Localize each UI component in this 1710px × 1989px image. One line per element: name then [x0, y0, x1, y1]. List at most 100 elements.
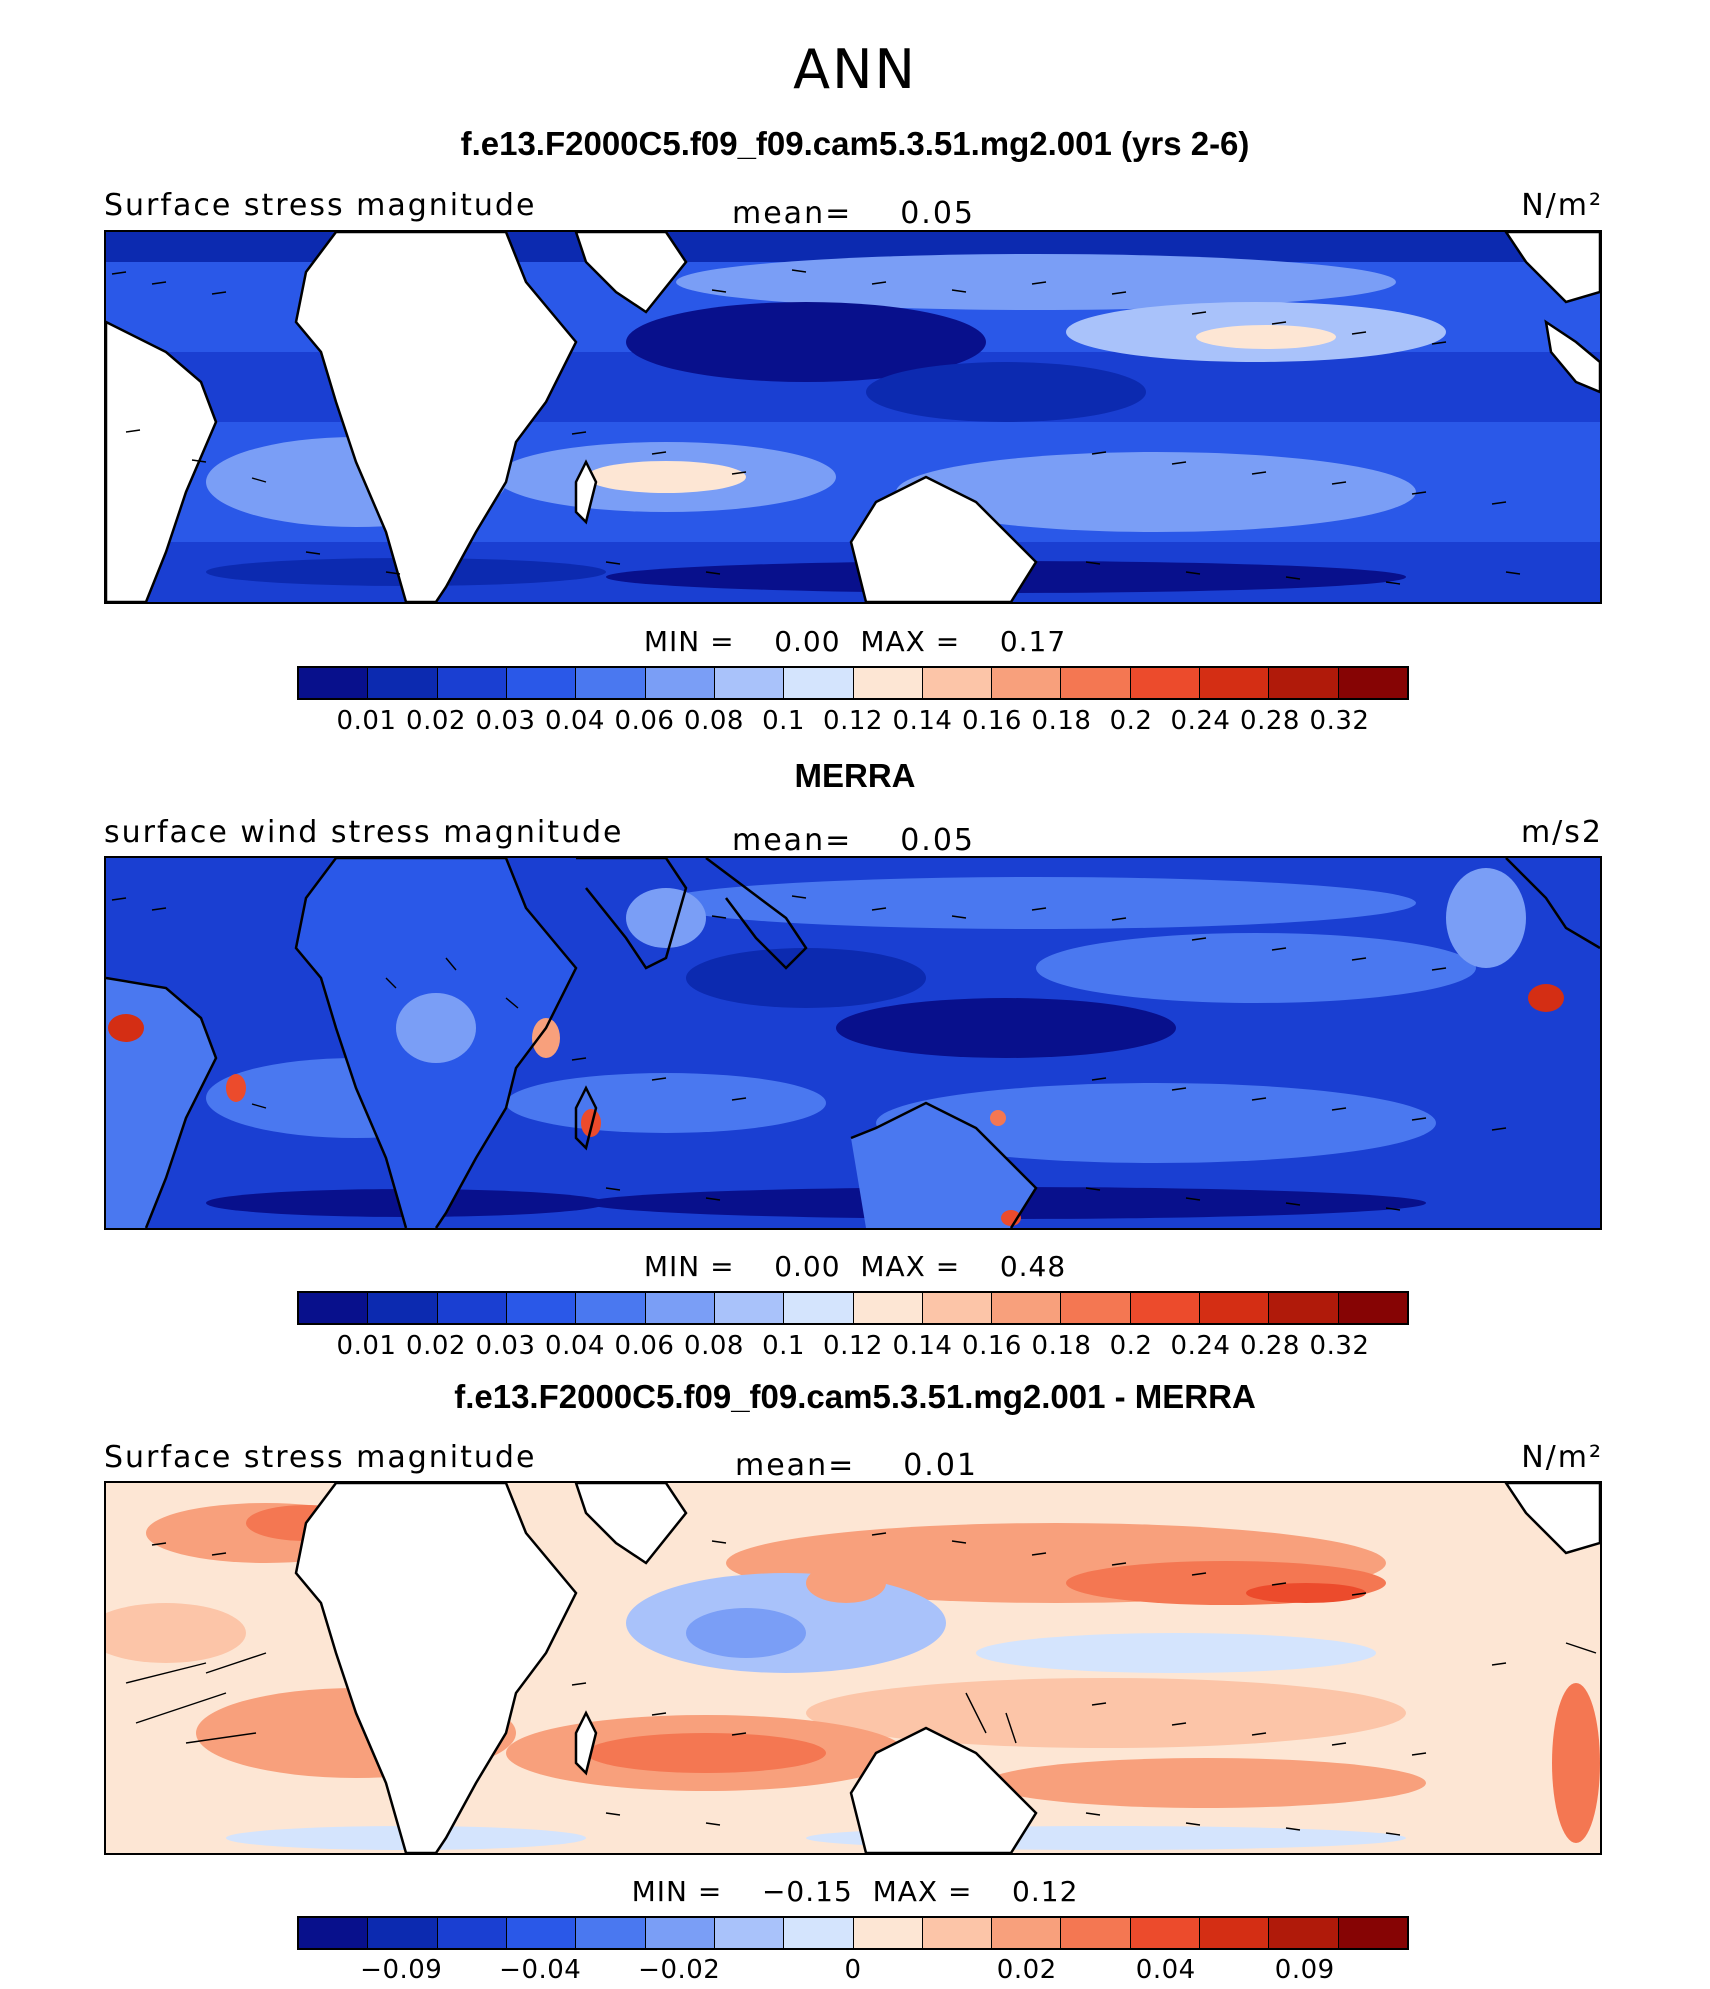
panel-1-mean: mean= 0.05 — [732, 196, 975, 231]
colorbar-swatch — [437, 1918, 507, 1948]
panel-3-max-label: MAX = — [872, 1875, 973, 1908]
colorbar-tick-label: −0.02 — [638, 1955, 721, 1985]
colorbar-swatch — [437, 668, 507, 698]
colorbar-swatch — [1338, 1918, 1407, 1948]
panel-2-colorbar-ticks: 0.01 0.02 0.03 0.04 0.06 0.08 0.1 0.12 0.14 0.16 0… — [297, 1331, 1409, 1365]
colorbar-tick-label: 0.04 — [545, 1331, 605, 1361]
colorbar-tick-label: 0.18 — [1031, 706, 1092, 736]
colorbar-swatch — [1338, 668, 1407, 698]
colorbar-tick-label: 0.02 — [406, 706, 466, 736]
colorbar-swatch — [506, 668, 577, 698]
panel-1-wind-vectors — [111, 269, 1521, 585]
panel-2-mean-value: 0.05 — [900, 823, 976, 858]
panel-3-map — [104, 1481, 1602, 1855]
colorbar-swatch — [299, 1293, 369, 1323]
colorbar-swatch — [714, 1293, 785, 1323]
panel-2-min-max: MIN = 0.00 MAX = 0.48 — [0, 1250, 1710, 1283]
panel-2-title: MERRA — [794, 757, 916, 794]
panel-3-mean-value: 0.01 — [903, 1448, 979, 1483]
colorbar-tick-label: −0.04 — [499, 1955, 582, 1985]
colorbar-swatch — [1061, 1918, 1131, 1948]
panel-3-map-svg — [106, 1483, 1600, 1853]
colorbar-swatch — [992, 1918, 1062, 1948]
colorbar-tick-label: 0.01 — [336, 706, 397, 736]
colorbar-tick-label: 0 — [844, 1955, 862, 1985]
colorbar-tick-label: −0.09 — [360, 1955, 443, 1985]
colorbar-tick-label: 0.14 — [892, 1331, 953, 1361]
colorbar-swatch — [576, 668, 646, 698]
panel-2-field — [106, 858, 1564, 1228]
panel-2-mean: mean= 0.05 — [732, 823, 975, 858]
colorbar-tick-label: 0.02 — [996, 1955, 1057, 1985]
colorbar-swatch — [368, 1293, 438, 1323]
panel-2-max-value: 0.48 — [999, 1250, 1067, 1283]
colorbar-tick-label: 0.28 — [1240, 1331, 1300, 1361]
colorbar-tick-label: 0.09 — [1274, 1955, 1335, 1985]
colorbar-tick-label: 0.28 — [1240, 706, 1300, 736]
colorbar-swatch — [784, 668, 854, 698]
panel-2-min-value: 0.00 — [774, 1250, 841, 1283]
colorbar-swatch — [299, 668, 369, 698]
colorbar-tick-label: 0.2 — [1109, 706, 1153, 736]
colorbar-tick-label: 0.32 — [1309, 1331, 1370, 1361]
panel-3-min-max: MIN = −0.15 MAX = 0.12 — [0, 1875, 1710, 1908]
colorbar-swatch — [645, 1918, 715, 1948]
colorbar-swatch — [368, 668, 438, 698]
panel-2-wind-vectors — [111, 895, 1507, 1211]
panel-3-units: N/m² — [1521, 1440, 1603, 1475]
colorbar-tick-label: 0.06 — [614, 706, 675, 736]
colorbar-swatch — [922, 668, 993, 698]
figure-title: ANN — [793, 38, 917, 101]
panel-2-max-label: MAX = — [860, 1250, 961, 1283]
colorbar-swatch — [992, 1293, 1062, 1323]
colorbar-swatch — [1269, 1918, 1339, 1948]
colorbar-swatch — [645, 1293, 715, 1323]
colorbar-swatch — [506, 1918, 577, 1948]
panel-1-mean-label: mean= — [732, 196, 853, 231]
panel-3-colorbar-ticks: −0.09 −0.04 −0.02 0 0.02 0.04 0.09 — [297, 1955, 1409, 1989]
colorbar-tick-label: 0.24 — [1170, 1331, 1231, 1361]
colorbar-tick-label: 0.14 — [892, 706, 953, 736]
panel-3-colorbar — [297, 1916, 1409, 1950]
colorbar-tick-label: 0.32 — [1309, 706, 1370, 736]
panel-3-title: f.e13.F2000C5.f09_f09.cam5.3.51.mg2.001 … — [454, 1378, 1256, 1415]
colorbar-swatch — [784, 1293, 854, 1323]
colorbar-tick-label: 0.03 — [475, 706, 536, 736]
colorbar-tick-label: 0.1 — [762, 1331, 805, 1361]
panel-3-mean-label: mean= — [735, 1448, 856, 1483]
colorbar-swatch — [437, 1293, 507, 1323]
colorbar-tick-label: 0.18 — [1031, 1331, 1092, 1361]
panel-3-min-label: MIN = — [631, 1875, 723, 1908]
panel-2-coastlines — [106, 858, 1600, 1228]
colorbar-tick-label: 0.1 — [762, 706, 805, 736]
panel-1-mean-value: 0.05 — [900, 196, 976, 231]
panel-1-colorbar — [297, 666, 1409, 700]
panel-1-max-value: 0.17 — [999, 625, 1067, 658]
colorbar-swatch — [1200, 668, 1270, 698]
panel-1-colorbar-ticks: 0.01 0.02 0.03 0.04 0.06 0.08 0.1 0.12 0.14 0.16 0… — [297, 706, 1409, 740]
colorbar-swatch — [853, 1293, 923, 1323]
panel-1-title: f.e13.F2000C5.f09_f09.cam5.3.51.mg2.001 … — [460, 125, 1250, 162]
panel-2-units: m/s2 — [1520, 815, 1603, 850]
panel-1-land — [106, 232, 1600, 602]
colorbar-swatch — [1200, 1918, 1270, 1948]
colorbar-swatch — [1200, 1293, 1270, 1323]
colorbar-swatch — [1130, 668, 1201, 698]
colorbar-swatch — [853, 668, 923, 698]
colorbar-tick-label: 0.08 — [684, 1331, 744, 1361]
panel-3-mean: mean= 0.01 — [735, 1448, 978, 1483]
panel-1-units: N/m² — [1521, 188, 1603, 223]
colorbar-swatch — [1269, 1293, 1339, 1323]
panel-3-min-value: −0.15 — [761, 1875, 853, 1908]
panel-2-map-svg — [106, 858, 1600, 1228]
colorbar-tick-label: 0.24 — [1170, 706, 1231, 736]
colorbar-swatch — [645, 668, 715, 698]
colorbar-tick-label: 0.12 — [823, 1331, 883, 1361]
colorbar-swatch — [1061, 668, 1131, 698]
colorbar-tick-label: 0.12 — [823, 706, 883, 736]
panel-2-min-label: MIN = — [643, 1250, 735, 1283]
colorbar-swatch — [1061, 1293, 1131, 1323]
panel-1-map — [104, 230, 1602, 604]
colorbar-swatch — [506, 1293, 577, 1323]
colorbar-swatch — [1130, 1293, 1201, 1323]
